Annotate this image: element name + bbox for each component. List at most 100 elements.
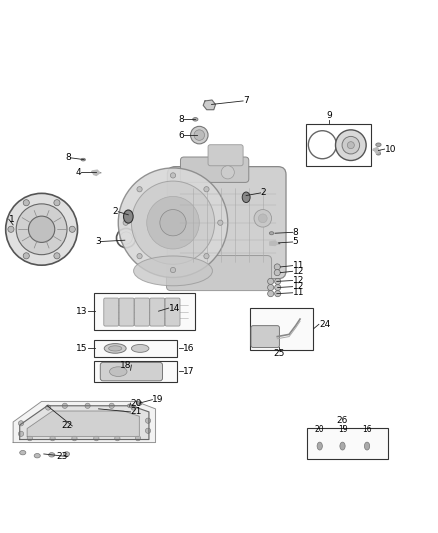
Circle shape	[204, 254, 209, 259]
Text: 20: 20	[315, 425, 325, 434]
Ellipse shape	[110, 367, 127, 376]
Text: 11: 11	[293, 261, 304, 270]
Circle shape	[254, 209, 272, 227]
Text: 22: 22	[61, 422, 72, 431]
Ellipse shape	[34, 454, 40, 458]
Text: 11: 11	[293, 288, 304, 297]
Bar	[94, 293, 195, 330]
Circle shape	[6, 193, 78, 265]
Text: 8: 8	[178, 115, 184, 124]
Circle shape	[274, 270, 280, 276]
Circle shape	[8, 226, 14, 232]
Text: 12: 12	[293, 267, 304, 276]
Ellipse shape	[49, 453, 55, 457]
Polygon shape	[92, 170, 100, 175]
FancyBboxPatch shape	[251, 326, 279, 348]
Circle shape	[145, 428, 151, 433]
Circle shape	[145, 418, 151, 423]
Text: 10: 10	[385, 144, 396, 154]
Text: 14: 14	[169, 304, 180, 313]
Bar	[94, 340, 177, 357]
Bar	[307, 427, 388, 459]
Ellipse shape	[376, 143, 381, 147]
FancyBboxPatch shape	[104, 298, 119, 326]
Circle shape	[258, 214, 267, 223]
Circle shape	[218, 220, 223, 225]
Circle shape	[50, 435, 55, 441]
Circle shape	[54, 253, 60, 259]
Text: 8: 8	[293, 228, 298, 237]
Text: 16: 16	[183, 344, 194, 353]
Circle shape	[23, 253, 29, 259]
Text: 19: 19	[152, 395, 164, 404]
Ellipse shape	[193, 118, 198, 121]
Circle shape	[85, 403, 90, 408]
Polygon shape	[203, 100, 215, 110]
FancyBboxPatch shape	[119, 298, 134, 326]
Circle shape	[123, 220, 128, 225]
Bar	[306, 124, 371, 166]
FancyBboxPatch shape	[134, 298, 149, 326]
Text: 18: 18	[120, 360, 131, 369]
Circle shape	[342, 136, 360, 154]
Circle shape	[131, 405, 136, 410]
Circle shape	[94, 435, 99, 441]
Circle shape	[268, 285, 274, 290]
Circle shape	[204, 187, 209, 192]
Text: 15: 15	[76, 344, 88, 353]
Text: 19: 19	[338, 425, 347, 434]
Circle shape	[27, 435, 32, 441]
FancyBboxPatch shape	[166, 255, 272, 290]
Circle shape	[72, 435, 77, 441]
Circle shape	[268, 290, 274, 297]
Text: 12: 12	[293, 282, 304, 291]
Circle shape	[46, 405, 51, 410]
Ellipse shape	[137, 401, 142, 405]
Circle shape	[62, 403, 67, 408]
Circle shape	[54, 200, 60, 206]
Circle shape	[69, 226, 75, 232]
Circle shape	[18, 421, 24, 426]
Ellipse shape	[376, 152, 381, 155]
Ellipse shape	[340, 442, 345, 450]
Ellipse shape	[124, 210, 133, 223]
Ellipse shape	[104, 344, 126, 353]
Circle shape	[135, 435, 141, 441]
Circle shape	[194, 130, 205, 140]
Text: 25: 25	[274, 349, 285, 358]
Text: 8: 8	[65, 154, 71, 163]
Ellipse shape	[317, 442, 322, 450]
Circle shape	[131, 181, 215, 264]
Text: 20: 20	[131, 399, 142, 408]
Text: 7: 7	[243, 96, 249, 106]
Ellipse shape	[242, 192, 250, 203]
Ellipse shape	[134, 256, 212, 286]
Circle shape	[275, 278, 281, 285]
Circle shape	[18, 431, 24, 437]
Text: 26: 26	[337, 416, 348, 425]
Circle shape	[16, 204, 67, 255]
Bar	[94, 361, 177, 382]
Circle shape	[268, 278, 274, 285]
Text: 12: 12	[293, 276, 304, 285]
Ellipse shape	[127, 404, 132, 408]
Circle shape	[160, 209, 186, 236]
Circle shape	[109, 403, 114, 408]
Polygon shape	[20, 406, 149, 440]
Circle shape	[28, 216, 55, 243]
FancyBboxPatch shape	[165, 298, 180, 326]
Polygon shape	[13, 401, 155, 442]
Ellipse shape	[20, 450, 26, 455]
FancyBboxPatch shape	[208, 145, 243, 166]
Circle shape	[23, 200, 29, 206]
Circle shape	[170, 268, 176, 273]
Text: 17: 17	[183, 367, 194, 376]
FancyBboxPatch shape	[180, 157, 249, 182]
Text: 6: 6	[178, 131, 184, 140]
Ellipse shape	[64, 452, 70, 456]
Circle shape	[336, 130, 366, 160]
Text: 24: 24	[319, 320, 330, 329]
FancyBboxPatch shape	[167, 167, 286, 279]
Ellipse shape	[269, 232, 274, 235]
FancyBboxPatch shape	[150, 298, 165, 326]
